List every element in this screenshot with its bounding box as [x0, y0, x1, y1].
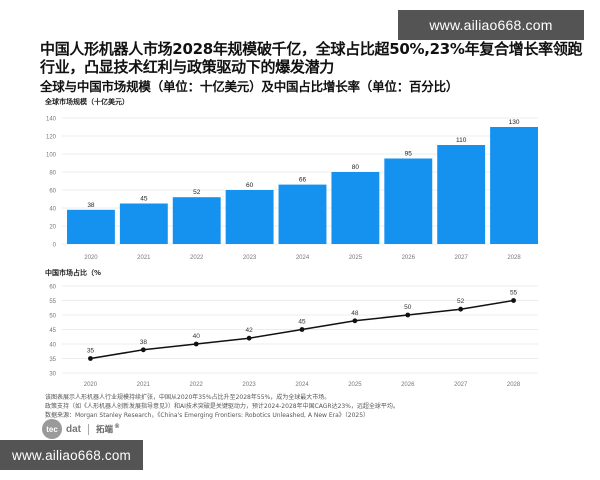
y-tick-label: 35: [49, 357, 56, 363]
page-subtitle: 全球与中国市场规模（单位：十亿美元）及中国占比增长率（单位：百分比）: [40, 79, 459, 94]
bar-value-label: 80: [352, 164, 360, 171]
point-value-label: 55: [510, 290, 518, 297]
x-tick-label: 2020: [84, 255, 98, 261]
x-tick-label: 2021: [137, 255, 151, 261]
bar-value-label: 60: [246, 182, 254, 189]
logo-text: dat: [66, 423, 81, 435]
footnote-source: 数据来源：Morgan Stanley Research，《China's Em…: [45, 412, 370, 419]
bar: [119, 203, 168, 244]
bar: [331, 172, 380, 244]
x-tick-label: 2026: [401, 382, 415, 388]
data-point-marker: [352, 318, 358, 324]
logo-mark-icon: tec: [42, 419, 62, 439]
x-tick-label: 2022: [190, 255, 204, 261]
x-tick-label: 2023: [242, 382, 256, 388]
y-tick-label: 140: [46, 117, 57, 123]
y-tick-label: 120: [46, 135, 57, 141]
watermark-bottom: www.ailiao668.com: [0, 440, 143, 470]
x-tick-label: 2028: [507, 382, 521, 388]
point-value-label: 48: [351, 310, 359, 317]
y-tick-label: 50: [49, 314, 56, 320]
x-tick-label: 2027: [454, 255, 468, 261]
bar-value-label: 45: [140, 196, 148, 203]
bar: [225, 190, 274, 244]
y-tick-label: 60: [49, 189, 56, 195]
bar-value-label: 66: [299, 177, 307, 184]
footnote-line: 政策支持（如《人形机器人创新发展指导意见》）和AI技术突破是关键驱动力，预计20…: [45, 403, 399, 410]
x-tick-label: 2023: [243, 255, 257, 261]
footnotes: 该图表展示人形机器人行业规模持续扩张，中国从2020年35%占比升至2028年5…: [45, 393, 545, 420]
bar-value-label: 38: [87, 202, 95, 209]
y-tick-label: 40: [49, 207, 56, 213]
bar-value-label: 130: [509, 119, 520, 126]
bar: [67, 209, 115, 244]
x-tick-label: 2022: [190, 382, 204, 388]
y-tick-label: 55: [49, 299, 56, 305]
x-tick-label: 2025: [349, 255, 363, 261]
page-title: 中国人形机器人市场2028年规模破千亿，全球占比超50%,23%年复合增长率领跑…: [40, 40, 583, 76]
point-value-label: 35: [87, 348, 95, 355]
y-tick-label: 40: [49, 343, 56, 349]
y-tick-label: 30: [49, 372, 56, 378]
bar: [172, 197, 221, 244]
data-point-marker: [299, 327, 305, 332]
tecdat-logo: tec dat 拓端 ®: [42, 419, 120, 439]
y-tick-label: 60: [49, 285, 56, 291]
registered-mark: ®: [114, 423, 121, 430]
data-point-marker: [458, 306, 464, 312]
data-point-marker: [193, 341, 199, 347]
line-chart: 30 35 40 45 50 55 60 35 2020 38 2021 40 2022 42 2023 45…: [49, 285, 538, 388]
x-tick-label: 2028: [507, 255, 521, 261]
logo-cn-text: 拓端: [96, 425, 114, 435]
bar-chart-title: 全球市场规模（十亿美元）: [45, 98, 129, 106]
data-point-marker: [246, 335, 252, 341]
point-value-label: 42: [245, 327, 253, 334]
x-tick-label: 2021: [137, 382, 151, 388]
data-point-marker: [88, 356, 93, 361]
x-tick-label: 2024: [295, 382, 309, 388]
data-point-marker: [405, 312, 411, 318]
line-chart-title: 中国市场占比（%: [45, 269, 102, 277]
point-value-label: 45: [298, 319, 306, 326]
watermark-top: www.ailiao668.com: [398, 10, 584, 40]
bar: [278, 184, 327, 244]
y-tick-label: 0: [53, 243, 57, 249]
bar: [384, 158, 433, 244]
bar: [490, 127, 538, 244]
x-tick-label: 2026: [402, 255, 416, 261]
bar-chart: 0 20 40 60 80 100 120 140 38 2020 45 2021 52 2022 60 20…: [46, 117, 538, 261]
point-value-label: 38: [140, 339, 148, 346]
point-value-label: 40: [193, 333, 201, 340]
point-value-label: 52: [457, 298, 465, 305]
y-tick-label: 45: [49, 328, 56, 334]
x-tick-label: 2025: [348, 382, 362, 388]
data-point-marker: [511, 298, 516, 303]
logo-divider: [88, 423, 89, 435]
footnote-line: 该图表展示人形机器人行业规模持续扩张，中国从2020年35%占比升至2028年5…: [45, 394, 331, 401]
bar-value-label: 52: [193, 189, 201, 196]
y-tick-label: 100: [46, 153, 57, 159]
bar-value-label: 110: [456, 137, 467, 144]
x-tick-label: 2024: [296, 255, 310, 261]
y-tick-label: 80: [49, 171, 56, 177]
bar: [437, 145, 486, 244]
data-point-marker: [140, 347, 146, 353]
y-tick-label: 20: [49, 225, 56, 231]
x-tick-label: 2027: [454, 382, 468, 388]
x-tick-label: 2020: [84, 382, 98, 388]
bar-value-label: 95: [405, 151, 413, 158]
point-value-label: 50: [404, 304, 412, 311]
